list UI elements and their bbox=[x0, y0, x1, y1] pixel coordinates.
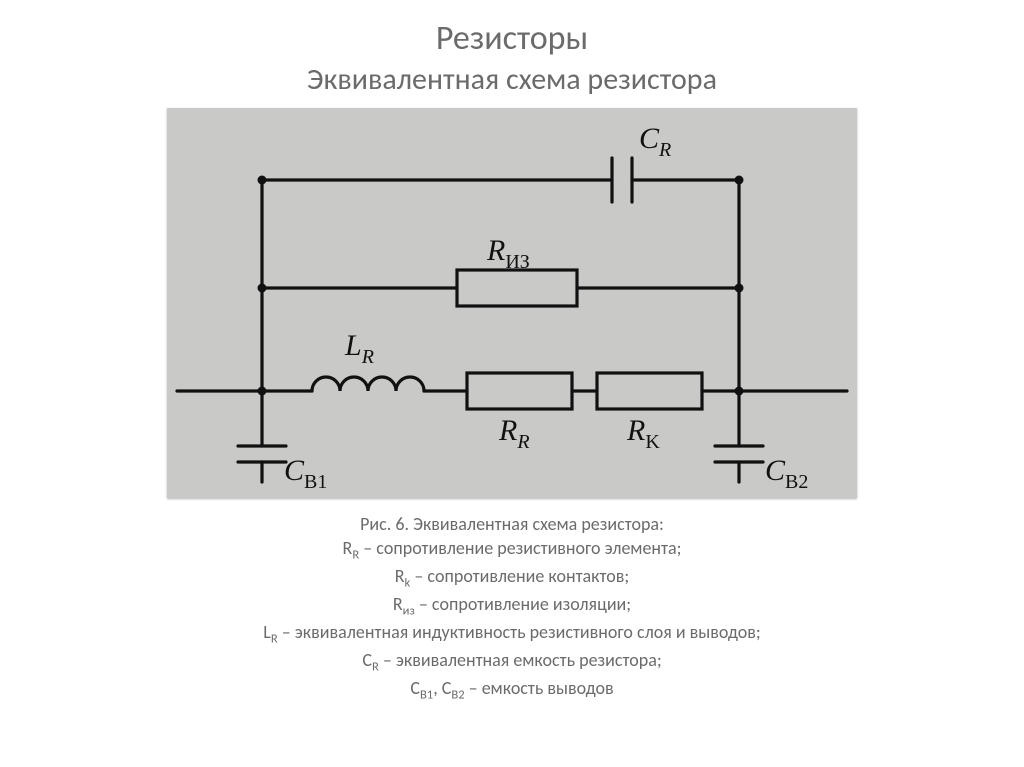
svg-text:LR: LR bbox=[344, 329, 374, 368]
svg-text:RR: RR bbox=[498, 414, 530, 453]
svg-text:RИЗ: RИЗ bbox=[486, 234, 530, 273]
svg-text:RK: RK bbox=[626, 414, 660, 453]
caption-line-2: Rk – сопротивление контактов; bbox=[263, 565, 760, 592]
caption-line-5: CR – эквивалентная емкость резистора; bbox=[263, 649, 760, 676]
svg-text:CB2: CB2 bbox=[765, 454, 808, 493]
caption-line-3: Rиз – сопротивление изоляции; bbox=[263, 593, 760, 620]
circuit-svg: CR RИЗ LR RR RK CB1 CB2 bbox=[167, 108, 857, 498]
figure-caption: Рис. 6. Эквивалентная схема резистора: R… bbox=[263, 512, 760, 705]
page-subtitle: Эквивалентная схема резистора bbox=[307, 61, 717, 98]
circuit-figure: CR RИЗ LR RR RK CB1 CB2 bbox=[167, 108, 857, 498]
svg-text:CR: CR bbox=[639, 122, 671, 161]
caption-line-6: CB1, CB2 – емкость выводов bbox=[263, 677, 760, 704]
page-title: Резисторы bbox=[436, 18, 588, 59]
caption-line-4: LR – эквивалентная индуктивность резисти… bbox=[263, 621, 760, 648]
slide: Резисторы Эквивалентная схема резистора … bbox=[0, 0, 1024, 767]
caption-line-1: RR – сопротивление резистивного элемента… bbox=[263, 537, 760, 564]
svg-text:CB1: CB1 bbox=[284, 454, 327, 493]
caption-line-title: Рис. 6. Эквивалентная схема резистора: bbox=[263, 513, 760, 536]
